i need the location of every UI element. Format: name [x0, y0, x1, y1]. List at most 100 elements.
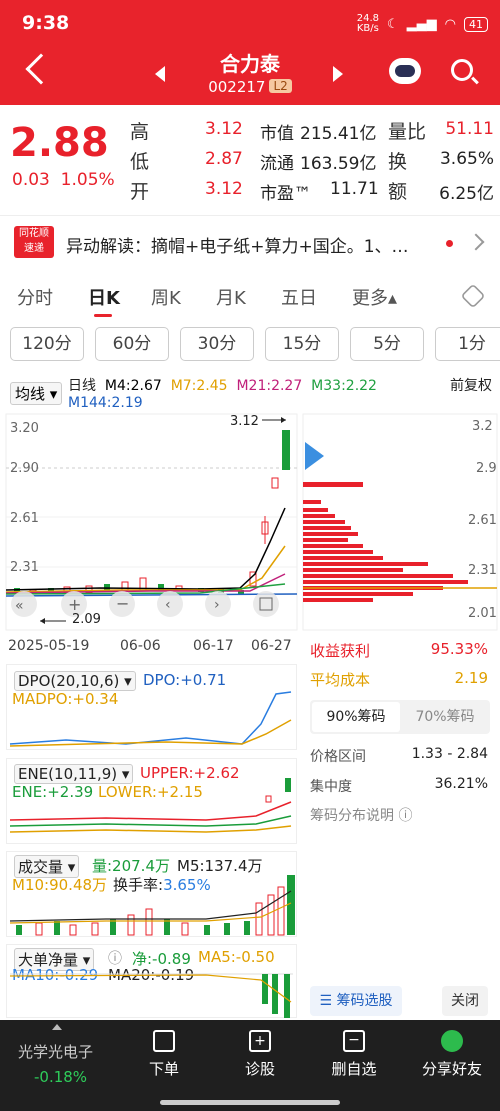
chip-bars — [303, 482, 468, 602]
chip-tick: 2.61 — [468, 513, 497, 528]
open-label: 开 — [130, 181, 150, 203]
btn-60min[interactable]: 60分 — [95, 327, 169, 361]
kline-frame — [5, 413, 298, 631]
upper-line — [9, 801, 292, 821]
volume-bar — [145, 908, 153, 936]
candle — [271, 477, 279, 489]
chip-bar — [303, 556, 383, 560]
remove-watchlist-button[interactable]: − 删自选 — [331, 1030, 377, 1078]
bigorder-chart — [9, 973, 293, 1018]
turnover-rate: 换手率:3.65% — [113, 876, 211, 894]
btn-15min[interactable]: 15分 — [265, 327, 339, 361]
current-price: 2.88 — [10, 120, 109, 166]
btn-1min[interactable]: 1分 — [435, 327, 500, 361]
turnover-value: 3.65% — [439, 149, 494, 169]
chip-bar — [303, 526, 351, 530]
search-icon[interactable] — [451, 59, 473, 81]
float-label: 流通 — [260, 154, 294, 174]
high-arrow-head — [281, 417, 286, 423]
low-arrow-head — [40, 618, 45, 624]
expand-up-icon[interactable] — [52, 1024, 62, 1030]
vol-m10-line — [9, 902, 292, 924]
tab-intraday[interactable]: 分时 — [17, 288, 53, 309]
prev-stock-icon[interactable] — [155, 66, 165, 82]
volume-bar — [181, 922, 189, 936]
change-percent: 1.05% — [60, 170, 115, 190]
wifi-icon: ◠ — [444, 16, 456, 32]
chip-tick: 2.31 — [468, 563, 497, 578]
chip-bar — [303, 520, 345, 524]
news-bar[interactable]: 同花顺 速递 异动解读：摘帽+电子纸+算力+国企。1、… — [0, 215, 500, 269]
tab-daily[interactable]: 日K — [88, 288, 120, 309]
ma144-line — [5, 593, 298, 597]
kline-chart[interactable]: « + − ‹ › — [0, 412, 500, 634]
news-text[interactable]: 异动解读：摘帽+电子纸+算力+国企。1、… — [66, 237, 409, 257]
home-indicator — [160, 1100, 340, 1105]
btn-120min[interactable]: 120分 — [10, 327, 84, 361]
svg-text:«: « — [15, 598, 24, 614]
candle — [14, 588, 20, 594]
assistant-robot-icon[interactable] — [389, 58, 421, 84]
volume-bar — [35, 922, 43, 936]
header-bar: 9:38 24.8 KB/s ☾ ▂▄▆ ◠ 41 合力泰 002217 L2 — [0, 0, 500, 105]
unread-dot — [446, 240, 453, 247]
svg-text:+: + — [68, 595, 81, 614]
volume-chart — [9, 875, 295, 936]
volume-bar — [277, 886, 285, 936]
dpo-chart — [9, 691, 292, 747]
chip-tick: 2.01 — [468, 606, 497, 621]
order-button[interactable]: 下单 — [146, 1030, 182, 1079]
mktcap-label: 市值 — [260, 124, 294, 144]
y-tick: 2.61 — [10, 511, 39, 526]
btn-5min[interactable]: 5分 — [350, 327, 424, 361]
settings-icon[interactable] — [460, 283, 486, 309]
x-tick: 06-17 — [193, 638, 234, 654]
chip-bar — [303, 562, 428, 566]
ma-selector[interactable]: 均线 ▾ — [10, 382, 63, 405]
battery-icon: 41 — [464, 16, 488, 32]
dpo-selector[interactable]: DPO(20,10,6) ▾ — [14, 671, 136, 691]
next-stock-icon[interactable] — [333, 66, 343, 82]
volume-selector[interactable]: 成交量 ▾ — [14, 855, 80, 878]
sector-name[interactable]: 光学光电子 — [18, 1043, 94, 1061]
chip-select-button[interactable]: ☰ 筹码选股 — [310, 986, 402, 1016]
bigorder-selector[interactable]: 大单净量 ▾ — [14, 948, 95, 971]
tab-chip-70[interactable]: 70%筹码 — [415, 709, 475, 725]
ene-selector[interactable]: ENE(10,11,9) ▾ — [14, 764, 134, 784]
ene-line — [9, 815, 292, 827]
ma4-line — [5, 507, 286, 591]
y-tick: 2.31 — [10, 560, 39, 575]
volume-bar — [255, 902, 263, 936]
tab-chip-90[interactable]: 90%筹码 — [312, 702, 400, 732]
candle — [238, 590, 244, 594]
news-logo: 同花顺 速递 — [14, 226, 54, 258]
tab-more[interactable]: 更多▴ — [352, 288, 398, 309]
share-button[interactable]: 分享好友 — [420, 1030, 484, 1079]
volume-bar — [224, 923, 230, 935]
svg-text:›: › — [214, 597, 220, 613]
candle — [282, 430, 290, 470]
float-value: 163.59亿 — [300, 154, 377, 174]
stock-code: 002217 — [208, 78, 266, 96]
volume-m5: M5:137.4万 — [177, 857, 263, 875]
tab-weekly[interactable]: 周K — [151, 288, 181, 309]
ma7-line — [5, 545, 286, 593]
chip-help-link[interactable]: 筹码分布说明 ⓘ — [310, 808, 413, 824]
btn-30min[interactable]: 30分 — [180, 327, 254, 361]
status-time: 9:38 — [22, 12, 70, 34]
tab-monthly[interactable]: 月K — [216, 288, 246, 309]
volume-panel — [6, 851, 297, 937]
price-range-value: 1.33 - 2.84 — [411, 746, 488, 762]
diagnose-button[interactable]: + 诊股 — [240, 1030, 280, 1079]
chip-bar — [303, 580, 468, 584]
adjust-mode[interactable]: 前复权 — [450, 378, 492, 394]
news-arrow-icon[interactable] — [467, 233, 485, 251]
candle — [158, 584, 164, 590]
tab-five-day[interactable]: 五日 — [281, 288, 317, 309]
change-value: 0.03 — [12, 170, 50, 190]
high-marker: 3.12 — [230, 414, 259, 429]
avg-cost-value: 2.19 — [454, 669, 488, 687]
dpo-panel — [6, 664, 297, 750]
bigorder-help-icon[interactable]: ⓘ — [108, 951, 122, 967]
chip-close-button[interactable]: 关闭 — [442, 986, 488, 1016]
